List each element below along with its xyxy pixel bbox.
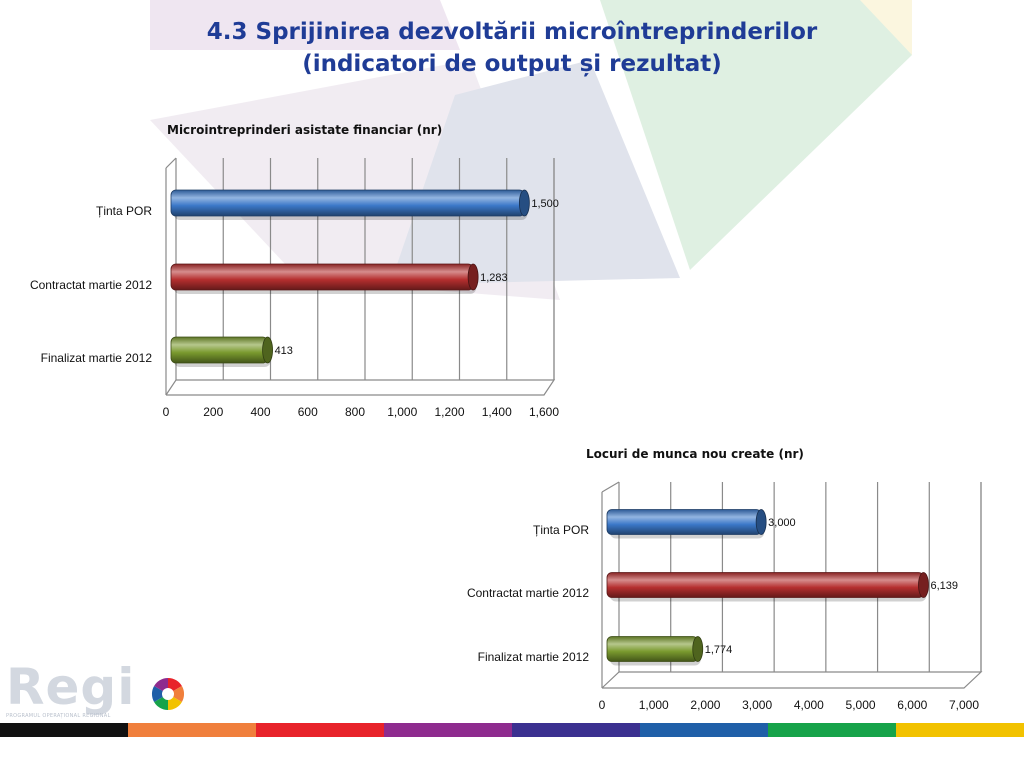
- footer-strip-segment: [128, 723, 256, 737]
- footer-strip-segment: [896, 723, 1024, 737]
- data-label: 1,283: [480, 272, 508, 284]
- category-label: Contractat martie 2012: [30, 278, 152, 292]
- bar: [170, 263, 479, 294]
- x-tick-label: 400: [250, 405, 270, 419]
- bar: [606, 509, 767, 539]
- slide-title-line-1: 4.3 Sprijinirea dezvoltării microîntrepr…: [206, 19, 818, 45]
- data-label: 1,774: [705, 644, 733, 656]
- x-tick-label: 200: [203, 405, 223, 419]
- x-tick-label: 6,000: [897, 698, 927, 712]
- bar: [170, 336, 273, 367]
- bar: [606, 636, 704, 666]
- category-label: Ținta POR: [96, 204, 152, 218]
- footer-strip-segment: [512, 723, 640, 737]
- x-tick-label: 1,000: [387, 405, 417, 419]
- x-tick-label: 0: [163, 405, 170, 419]
- chart-1-title: Microintreprinderi asistate financiar (n…: [167, 123, 443, 137]
- x-tick-label: 1,200: [434, 405, 464, 419]
- bar: [606, 572, 929, 602]
- footer-strip-segment: [0, 723, 128, 737]
- bg-shape-pink: [150, 0, 460, 50]
- category-label: Contractat martie 2012: [467, 586, 589, 600]
- x-tick-label: 600: [298, 405, 318, 419]
- data-label: 1,500: [531, 198, 559, 210]
- category-label: Ținta POR: [533, 523, 589, 537]
- bg-shape-grey: [390, 60, 680, 285]
- x-tick-label: 4,000: [794, 698, 824, 712]
- x-tick-label: 0: [599, 698, 606, 712]
- category-label: Finalizat martie 2012: [41, 351, 153, 365]
- data-label: 413: [275, 345, 293, 357]
- slide-title: 4.3 Sprijinirea dezvoltării microîntrepr…: [0, 16, 1024, 80]
- logo-wheel-icon: [151, 677, 185, 711]
- footer-strip-segment: [256, 723, 384, 737]
- chart-2-title: Locuri de munca nou create (nr): [586, 447, 804, 461]
- x-tick-label: 1,400: [482, 405, 512, 419]
- x-tick-label: 3,000: [742, 698, 772, 712]
- x-tick-label: 1,000: [639, 698, 669, 712]
- category-label: Finalizat martie 2012: [478, 650, 590, 664]
- x-tick-label: 800: [345, 405, 365, 419]
- logo-subtitle: PROGRAMUL OPERAȚIONAL REGIONAL: [6, 713, 111, 719]
- footer-strip-segment: [640, 723, 768, 737]
- regio-logo: Regi: [6, 658, 136, 716]
- x-tick-label: 7,000: [949, 698, 979, 712]
- footer-color-strip: [0, 723, 1024, 737]
- x-tick-label: 1,600: [529, 405, 559, 419]
- slide-title-line-2: (indicatori de output și rezultat): [302, 51, 722, 77]
- x-tick-label: 2,000: [690, 698, 720, 712]
- x-tick-label: 5,000: [846, 698, 876, 712]
- footer-strip-segment: [768, 723, 896, 737]
- bg-shape-green: [600, 0, 912, 270]
- data-label: 3,000: [768, 517, 796, 529]
- bar: [170, 189, 530, 220]
- footer-strip-segment: [384, 723, 512, 737]
- data-label: 6,139: [930, 580, 958, 592]
